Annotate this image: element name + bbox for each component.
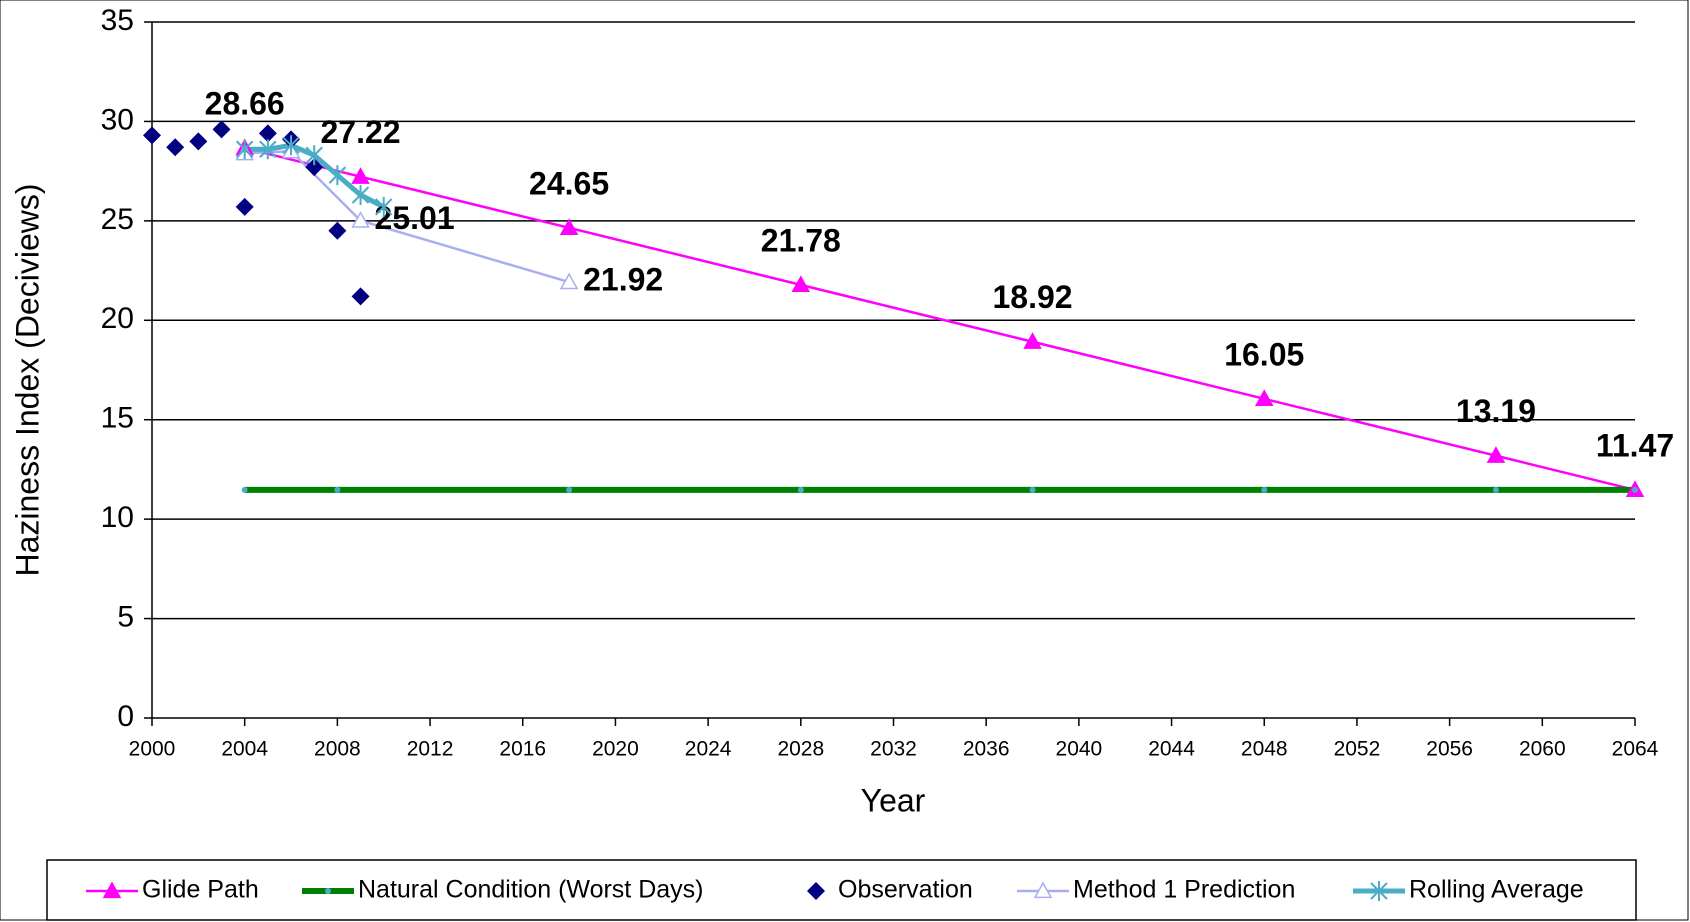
x-tick-label: 2028 (777, 738, 824, 761)
x-tick-label: 2012 (407, 738, 454, 761)
y-tick-label: 30 (101, 103, 134, 136)
y-tick-label: 35 (101, 4, 134, 37)
marker-triangle (351, 167, 370, 184)
marker-dot (566, 486, 573, 493)
marker-star (305, 145, 323, 166)
x-tick-label: 2020 (592, 738, 639, 761)
marker-triangle (1486, 446, 1506, 463)
marker-diamond (258, 124, 277, 143)
marker-star (235, 139, 254, 160)
marker-dot (241, 486, 248, 493)
marker-triangle (1023, 332, 1042, 349)
marker-triangle (559, 218, 579, 235)
y-tick-label: 10 (101, 501, 134, 534)
marker-diamond (305, 158, 324, 177)
marker-diamond (212, 120, 231, 139)
x-tick-label: 2040 (1056, 738, 1103, 761)
x-tick-label: 2036 (963, 738, 1010, 761)
data-label: 16.05 (1224, 336, 1304, 372)
legend-marker (325, 888, 331, 894)
marker-diamond (351, 287, 370, 306)
marker-star (282, 135, 300, 156)
y-tick-label: 15 (101, 402, 134, 435)
x-tick-label: 2052 (1334, 738, 1381, 761)
marker-diamond (143, 126, 161, 145)
data-label: 11.47 (1596, 427, 1674, 463)
x-tick-label: 2060 (1519, 738, 1566, 761)
data-label: 21.78 (761, 222, 841, 258)
x-tick-label: 2032 (870, 738, 917, 761)
x-tick-label: 2016 (499, 738, 546, 761)
legend-marker (1033, 881, 1053, 899)
x-tick-label: 2000 (129, 738, 176, 761)
x-tick-label: 2004 (221, 738, 268, 761)
x-tick-label: 2008 (314, 738, 361, 761)
legend-label: Glide Path (142, 876, 259, 904)
x-tick-label: 2064 (1612, 738, 1659, 761)
x-tick-label: 2048 (1241, 738, 1288, 761)
x-axis-title: Year (861, 782, 926, 818)
y-tick-label: 0 (117, 700, 134, 733)
marker-dot (797, 486, 804, 493)
marker-triangle (791, 275, 811, 293)
data-label: 28.66 (205, 86, 285, 122)
marker-triangle (351, 211, 370, 228)
marker-dot (1492, 486, 1499, 493)
marker-star (259, 139, 277, 160)
x-tick-label: 2024 (685, 738, 732, 761)
legend-label: Rolling Average (1409, 876, 1584, 904)
legend-marker (807, 882, 825, 900)
marker-star (351, 185, 370, 206)
marker-diamond (189, 132, 208, 151)
legend-label: Observation (838, 876, 973, 904)
legend-marker (102, 881, 122, 899)
marker-dot (334, 486, 341, 493)
marker-triangle (1254, 389, 1274, 406)
x-tick-label: 2044 (1148, 738, 1195, 761)
marker-star (375, 196, 393, 217)
marker-diamond (328, 221, 347, 240)
data-label: 24.65 (529, 165, 609, 201)
legend-label: Method 1 Prediction (1073, 876, 1295, 904)
marker-diamond (235, 197, 254, 216)
legend-label: Natural Condition (Worst Days) (358, 876, 703, 904)
y-tick-label: 5 (117, 600, 134, 633)
data-label: 25.01 (375, 200, 455, 236)
legend-marker (1370, 881, 1388, 901)
marker-dot (1029, 486, 1036, 493)
marker-diamond (166, 138, 185, 157)
y-tick-label: 20 (101, 302, 134, 335)
marker-star (328, 165, 347, 186)
data-label: 21.92 (583, 262, 663, 298)
marker-dot (1632, 486, 1638, 493)
x-tick-label: 2056 (1426, 738, 1473, 761)
marker-triangle (559, 272, 579, 290)
data-label: 13.19 (1456, 393, 1536, 429)
series-line (244, 146, 1636, 492)
y-axis-title: Haziness Index (Deciviews) (9, 183, 45, 576)
data-label: 27.22 (321, 114, 401, 150)
marker-dot (1261, 486, 1268, 493)
y-tick-label: 25 (101, 203, 134, 236)
data-label: 18.92 (992, 279, 1072, 315)
